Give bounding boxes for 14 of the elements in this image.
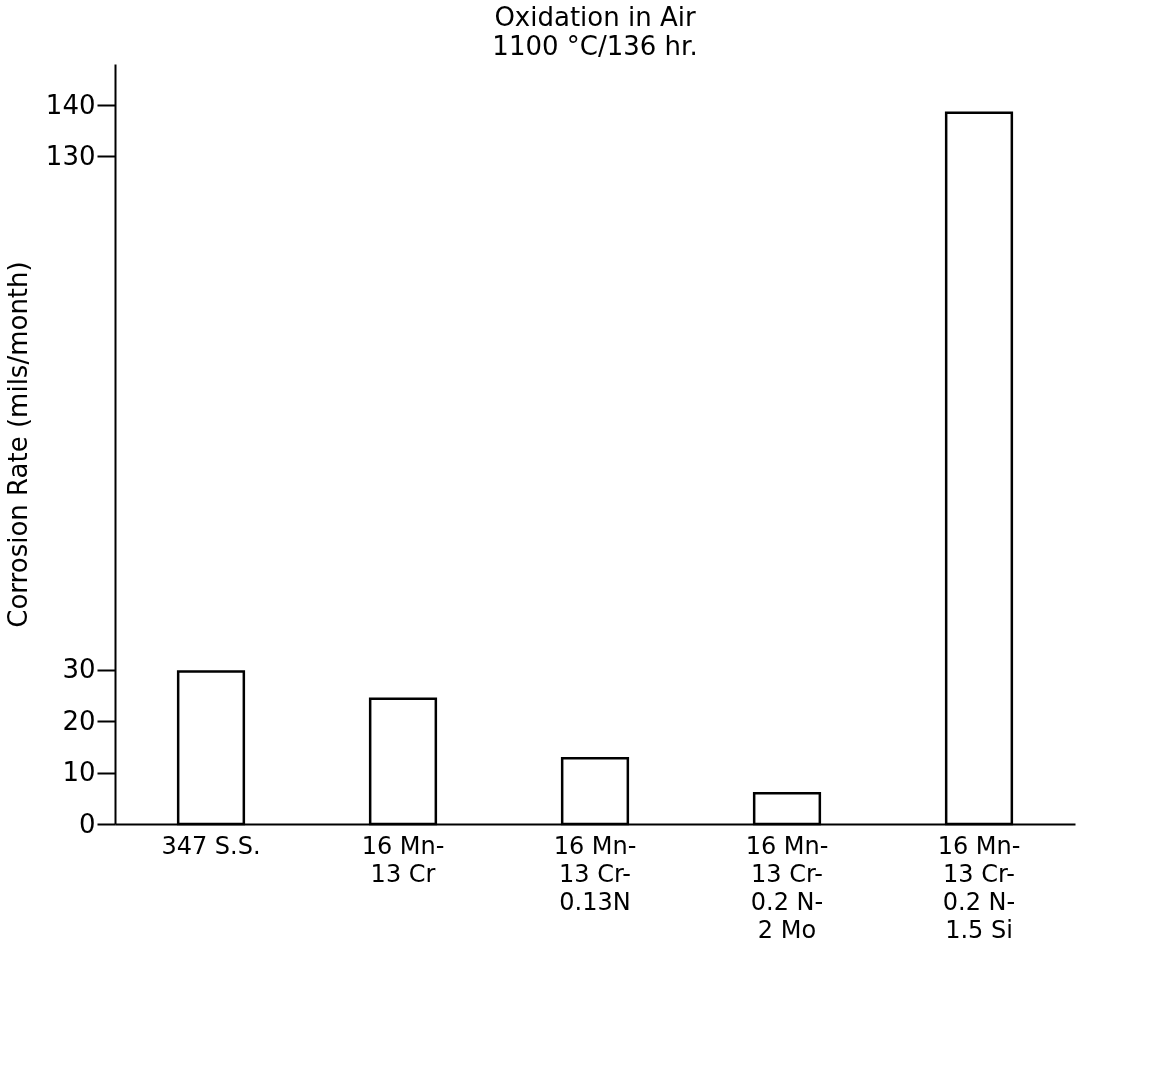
y-tick-label: 130 [45, 140, 96, 171]
x-tick-label: 16 Mn-13 Cr-0.2 N-1.5 Si [937, 831, 1021, 944]
y-tick-label: 20 [62, 705, 96, 736]
chart-subtitle: 1100 °C/136 hr. [492, 31, 698, 61]
x-tick-label: 347 S.S. [161, 831, 261, 860]
x-tick-label: 16 Mn-13 Cr-0.2 N-2 Mo [745, 831, 829, 944]
y-tick-label: 140 [45, 89, 96, 120]
x-tick-label: 16 Mn-13 Cr [361, 831, 445, 888]
chart-title: Oxidation in Air [494, 2, 696, 32]
y-tick-label: 10 [62, 757, 96, 788]
x-tick-label: 16 Mn-13 Cr-0.13N [553, 831, 637, 916]
y-axis-title: Corrosion Rate (mils/month) [2, 261, 33, 628]
y-tick-label: 0 [78, 808, 96, 839]
y-tick-label: 30 [62, 654, 96, 685]
